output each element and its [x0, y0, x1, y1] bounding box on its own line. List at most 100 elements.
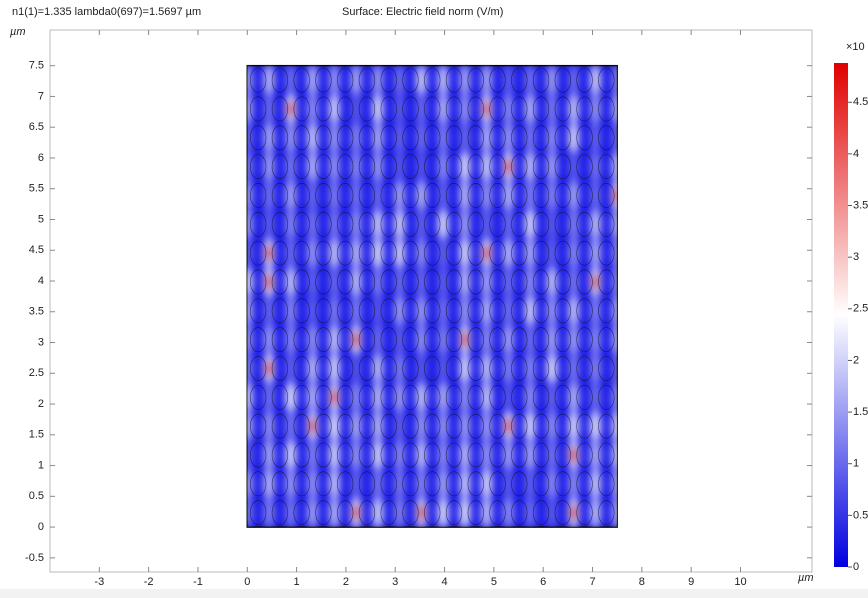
field-bright [284, 439, 297, 471]
field-bright [284, 352, 297, 385]
field-bright [247, 352, 254, 385]
x-tick-label: -3 [94, 576, 104, 588]
field-bright [349, 237, 363, 269]
field-hot [613, 186, 618, 205]
field-bright [328, 65, 341, 96]
x-tick-label: 7 [589, 576, 595, 588]
hole [489, 269, 506, 295]
field-bright [371, 150, 384, 183]
field-bright [458, 179, 471, 212]
field-bright [567, 65, 580, 96]
hole [445, 183, 463, 208]
hole [315, 67, 332, 93]
hole [337, 442, 354, 468]
field-bright [524, 294, 537, 327]
hole [554, 125, 571, 151]
field-bright [458, 381, 471, 414]
field-bright [349, 439, 363, 471]
field-bright [393, 323, 406, 356]
field-bright [393, 352, 406, 385]
hole [598, 125, 615, 151]
field-bright [306, 266, 319, 298]
hole [554, 240, 571, 266]
hole [598, 356, 615, 381]
y-tick-label: 7.5 [29, 60, 44, 72]
field-bright [371, 323, 384, 356]
hole [402, 356, 419, 381]
field-glow [247, 65, 618, 528]
field-bright [393, 294, 406, 327]
field-bright [262, 65, 276, 96]
field-hot [417, 504, 426, 522]
field-bright [611, 410, 618, 443]
hole [250, 67, 267, 93]
field-bright [567, 208, 580, 241]
field-bright [349, 65, 363, 96]
field-bright [415, 237, 428, 269]
hole [250, 269, 267, 295]
field-bright [306, 381, 319, 414]
field-bright [393, 208, 406, 241]
hole [315, 327, 332, 353]
hole [337, 154, 354, 180]
hole [445, 67, 463, 93]
field-bright [545, 150, 558, 183]
hole [250, 211, 267, 237]
hole [511, 471, 528, 497]
hole [358, 211, 376, 237]
field-bright [247, 179, 254, 212]
hole [511, 442, 528, 468]
field-hot [330, 388, 339, 406]
field-bright [611, 323, 618, 356]
field-bright [437, 179, 450, 212]
field-bright [306, 323, 319, 356]
hole [380, 125, 397, 151]
hole [511, 96, 528, 122]
field-bright [393, 237, 406, 269]
x-tick-label: 8 [639, 576, 645, 588]
field-bright [284, 237, 297, 269]
field-bright [306, 150, 319, 183]
field-bright [262, 179, 276, 212]
hole [554, 96, 571, 122]
field-bright [349, 410, 363, 443]
field-bright [611, 496, 618, 528]
colorbar-tick-label: 2 [853, 354, 859, 366]
field-bright [502, 121, 515, 154]
hole [445, 211, 463, 237]
hole [271, 154, 289, 180]
field-bright [502, 439, 515, 471]
hole [598, 298, 615, 324]
field-bright [524, 65, 537, 96]
field-bright [284, 150, 297, 183]
hole [598, 211, 615, 237]
field-bright [371, 439, 384, 471]
field-hot [308, 417, 317, 435]
hole [554, 356, 571, 381]
field-bright [262, 150, 276, 183]
colorbar-tick-label: 2.5 [853, 303, 868, 315]
hole [402, 125, 419, 151]
hole [511, 125, 528, 151]
field-bright [306, 93, 319, 125]
field-bright [371, 266, 384, 298]
hole [511, 327, 528, 353]
field-bright [247, 410, 254, 443]
hole [271, 240, 289, 266]
field-bright [247, 439, 254, 471]
hole [532, 298, 550, 324]
hole [467, 211, 484, 237]
field-bright [524, 352, 537, 385]
field-bright [262, 381, 276, 414]
field-bright [328, 208, 341, 241]
field-bright [589, 65, 602, 96]
hole [445, 327, 463, 353]
hole [271, 442, 289, 468]
hole [424, 125, 441, 151]
hole [358, 356, 376, 381]
x-tick-label: 0 [244, 576, 250, 588]
hole [337, 269, 354, 295]
field-bright [567, 467, 580, 500]
hole [358, 327, 376, 353]
field-bright [306, 352, 319, 385]
